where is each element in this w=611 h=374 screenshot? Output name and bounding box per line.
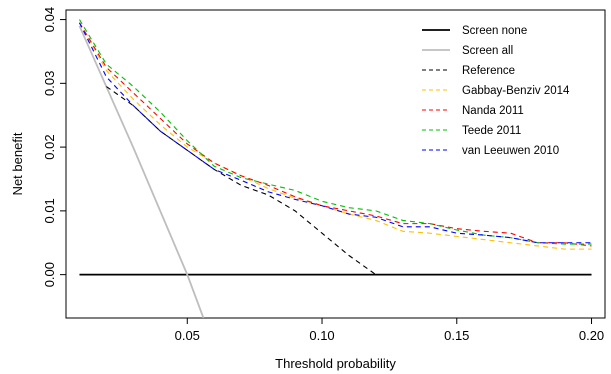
y-tick-label: 0.04: [42, 7, 57, 32]
x-tick-label: 0.15: [444, 328, 469, 343]
y-tick-label: 0.01: [42, 198, 57, 223]
series-line-van-leeuwen-2010: [78, 22, 592, 244]
y-tick-label: 0.03: [42, 71, 57, 96]
x-tick-label: 0.05: [175, 328, 200, 343]
legend-label: Reference: [462, 65, 515, 77]
series-line-teede-2011: [78, 19, 592, 245]
legend-label: Teede 2011: [462, 125, 521, 137]
x-tick-label: 0.20: [579, 328, 604, 343]
legend-label: Nanda 2011: [462, 105, 524, 117]
y-tick-label: 0.00: [42, 262, 57, 287]
legend-label: Gabbay-Benziv 2014: [462, 85, 570, 97]
y-axis-title: Net benefit: [10, 132, 25, 195]
series-line-nanda-2011: [78, 22, 592, 247]
plot-border: [65, 9, 606, 319]
x-tick-label: 0.10: [309, 328, 334, 343]
legend-label: Screen all: [462, 45, 513, 57]
x-axis: 0.05 0.10 0.15 0.20: [175, 318, 604, 343]
legend: Screen none Screen all Reference Gabbay-Ben…: [422, 25, 570, 157]
legend-label: Screen none: [462, 25, 527, 37]
series-line-reference: [106, 86, 377, 276]
plot-frame: [65, 9, 606, 319]
y-axis: 0.00 0.01 0.02 0.03 0.04: [42, 7, 66, 287]
series-lines: [78, 19, 592, 318]
series-line-gabbay-benziv-2014: [78, 22, 592, 250]
legend-label: van Leeuwen 2010: [462, 145, 559, 157]
x-axis-title: Threshold probability: [275, 356, 396, 371]
y-tick-label: 0.02: [42, 134, 57, 159]
